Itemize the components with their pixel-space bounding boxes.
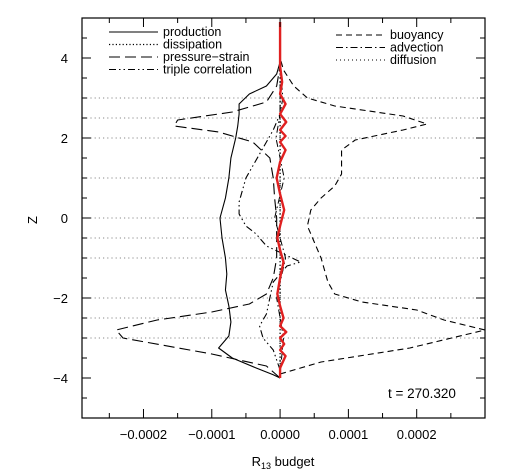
x-tick-label: 0.0001 [329,427,369,442]
y-axis-label: Z [25,216,40,224]
x-axis-label-main: R [252,454,261,469]
x-tick-label: 0.0000 [260,427,300,442]
legend-label: pressure−strain [163,50,250,64]
series-red-total [275,22,288,378]
legend-label: advection [390,41,444,55]
series-pressure-strain [115,65,281,379]
series-buoyancy [279,57,486,375]
legend-label: diffusion [390,53,436,67]
legend-label: triple correlation [163,63,252,77]
axis-ticks: −0.0002 −0.0001 0.0000 0.0001 0.0002 −4 −2 0 2 4 [53,17,485,442]
legend: productiondissipationpressure−straintrip… [109,25,444,77]
series-production [218,61,281,379]
x-axis-label-subscript: 13 [261,461,271,471]
y-tick-label: 0 [61,211,68,226]
y-tick-label: 4 [61,51,68,66]
y-tick-label: −2 [53,291,68,306]
x-axis-label-rest: budget [271,454,315,469]
series-lines [115,22,486,379]
y-tick-label: −4 [53,371,68,386]
legend-label: dissipation [163,38,222,52]
series-triple-correlation [238,78,302,371]
y-tick-label: 2 [61,131,68,146]
x-tick-label: −0.0002 [120,427,167,442]
x-tick-label: −0.0001 [188,427,235,442]
legend-label: production [163,25,221,39]
legend-label: buoyancy [390,28,444,42]
time-annotation: t = 270.320 [388,386,456,401]
x-tick-label: 0.0002 [397,427,437,442]
x-axis-label: R13 budget [252,454,315,471]
